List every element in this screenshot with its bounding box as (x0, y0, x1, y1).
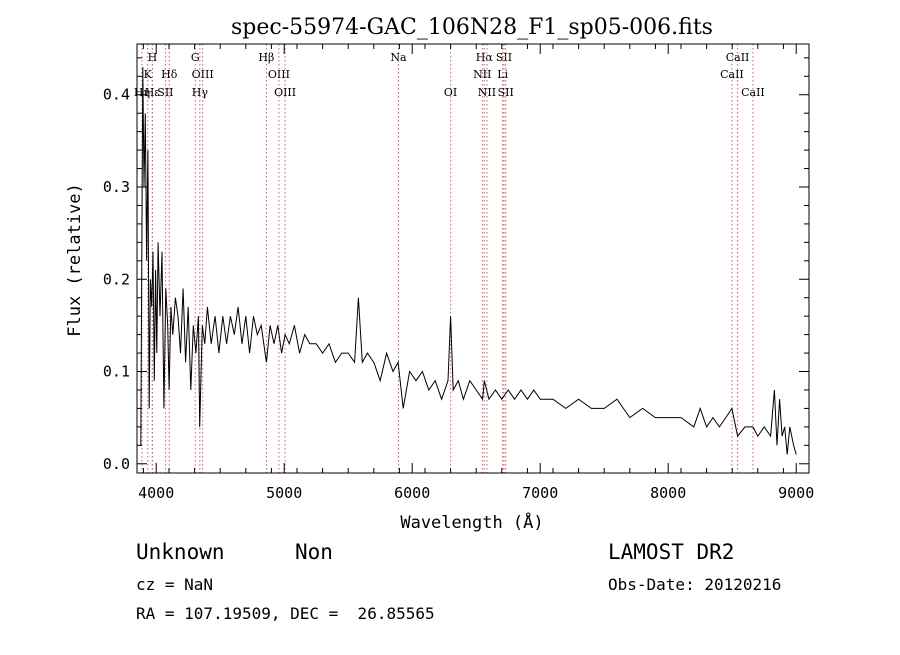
line-marker-label-10: OIII (268, 68, 290, 81)
line-marker-label-17: SII (496, 51, 512, 64)
line-marker-label-0: K (144, 68, 153, 81)
line-marker-label-18: Li (497, 68, 508, 81)
y-tick-label: 0.0 (103, 455, 130, 473)
line-marker-label-5: SII (157, 86, 173, 99)
line-marker-label-11: OIII (274, 86, 296, 99)
line-marker-label-12: Na (390, 51, 407, 64)
survey-label: LAMOST DR2 (608, 540, 735, 564)
x-axis-label: Wavelength (Å) (400, 511, 543, 533)
chart-title: spec-55974-GAC_106N28_F1_sp05-006.fits (231, 15, 713, 40)
spectral-class-label: Unknown (136, 540, 225, 564)
line-marker-label-7: OIII (192, 68, 214, 81)
line-marker-label-13: OI (444, 86, 457, 99)
y-tick-label: 0.2 (103, 270, 130, 288)
coordinates-readout: RA = 107.19509, DEC = 26.85565 (136, 604, 435, 623)
y-tick-label: 0.4 (103, 86, 130, 104)
x-tick-label: 5000 (266, 484, 302, 502)
y-tick-label: 0.3 (103, 178, 130, 196)
x-tick-label: 9000 (778, 484, 814, 502)
line-marker-label-14: Hα (476, 51, 494, 64)
line-marker-label-16: NII (478, 86, 496, 99)
spectral-subclass-label: Non (295, 540, 333, 564)
x-tick-label: 6000 (394, 484, 430, 502)
line-marker-label-22: CaII (741, 86, 765, 99)
spectrum-line (140, 67, 797, 455)
line-markers: KHηHHεHδSIIGOIIIHγHβOIIIOIIINaOIHαNIINII… (134, 44, 765, 473)
plot-frame (136, 43, 810, 474)
x-tick-label: 4000 (138, 484, 174, 502)
axis-ticks: 4000 5000 6000 7000 8000 9000 0.0 0.1 0.2 0.3 0.4 (103, 44, 814, 502)
x-tick-label: 7000 (522, 484, 558, 502)
line-marker-label-6: G (191, 51, 200, 64)
line-marker-label-3: Hε (145, 86, 161, 99)
redshift-readout: cz = NaN (136, 575, 214, 594)
line-marker-label-4: Hδ (161, 68, 178, 81)
line-marker-label-9: Hβ (258, 51, 274, 64)
line-marker-label-15: NII (473, 68, 491, 81)
line-marker-label-1: Hη (134, 86, 150, 99)
y-tick-label: 0.1 (103, 363, 130, 381)
y-axis-label: Flux (relative) (65, 183, 85, 337)
x-tick-label: 8000 (650, 484, 686, 502)
observation-date: Obs-Date: 20120216 (608, 575, 782, 594)
line-marker-label-19: SII (498, 86, 514, 99)
line-marker-label-8: Hγ (192, 86, 209, 99)
line-marker-label-21: CaII (720, 68, 744, 81)
line-marker-label-20: CaII (726, 51, 750, 64)
